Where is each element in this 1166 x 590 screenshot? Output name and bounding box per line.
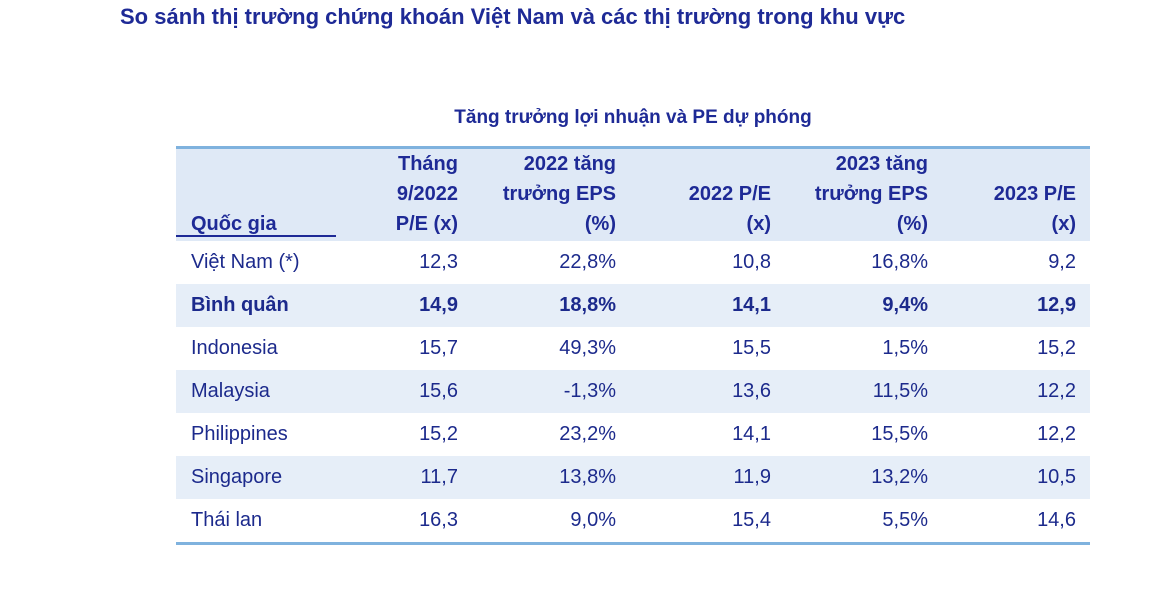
cell-pe-2022: 10,8 bbox=[732, 251, 771, 273]
header-line: (x) bbox=[746, 213, 771, 235]
cell-pe-2023: 12,2 bbox=[1037, 423, 1076, 445]
cell-pe-sep-2022: 11,7 bbox=[420, 466, 458, 488]
cell-country: Indonesia bbox=[191, 337, 278, 359]
header-line: 2022 P/E bbox=[688, 183, 771, 205]
header-line: 2022 tăng bbox=[523, 153, 616, 175]
header-line: 2023 P/E bbox=[993, 183, 1076, 205]
cell-pe-sep-2022: 15,7 bbox=[419, 337, 458, 359]
cell-eps-growth-2023: 1,5% bbox=[882, 337, 928, 359]
header-line: 9/2022 bbox=[396, 183, 458, 205]
header-line: (x) bbox=[1051, 213, 1076, 235]
cell-country: Việt Nam (*) bbox=[191, 251, 300, 273]
cell-pe-2023: 12,2 bbox=[1037, 380, 1076, 402]
cell-pe-sep-2022: 16,3 bbox=[336, 499, 472, 545]
comparison-table: Quốc gia Tháng 9/2022 P/E (x) 2022 tăng … bbox=[176, 146, 1090, 545]
cell-eps-growth-2022: 9,0% bbox=[472, 499, 630, 545]
cell-eps-growth-2023: 13,2% bbox=[871, 466, 928, 488]
cell-pe-2022: 15,5 bbox=[732, 337, 771, 359]
table-header-row: Quốc gia Tháng 9/2022 P/E (x) 2022 tăng … bbox=[176, 146, 1090, 241]
header-line: Tháng bbox=[398, 153, 458, 175]
comparison-table-container: Quốc gia Tháng 9/2022 P/E (x) 2022 tăng … bbox=[176, 146, 1090, 545]
table-row: Thái lan 16,3 9,0% 15,4 5,5% 14,6 bbox=[176, 499, 1090, 545]
table-row: Singapore 11,7 13,8% 11,9 13,2% 10,5 bbox=[176, 456, 1090, 499]
header-eps-growth-2023: 2023 tăng trưởng EPS (%) bbox=[785, 146, 942, 241]
header-line: P/E (x) bbox=[395, 213, 458, 235]
table-row: Malaysia 15,6 -1,3% 13,6 11,5% 12,2 bbox=[176, 370, 1090, 413]
cell-eps-growth-2023: 9,4% bbox=[882, 294, 928, 316]
header-pe-2023: 2023 P/E (x) bbox=[942, 146, 1090, 241]
cell-pe-sep-2022: 12,3 bbox=[419, 251, 458, 273]
cell-pe-2022: 13,6 bbox=[732, 380, 771, 402]
cell-pe-sep-2022: 14,9 bbox=[419, 294, 458, 316]
header-eps-growth-2022: 2022 tăng trưởng EPS (%) bbox=[472, 146, 630, 241]
cell-country: Bình quân bbox=[191, 294, 289, 316]
header-underline-divider bbox=[176, 235, 336, 237]
cell-eps-growth-2022: 22,8% bbox=[559, 251, 616, 273]
cell-pe-2022: 14,1 bbox=[732, 423, 771, 445]
cell-eps-growth-2022: 18,8% bbox=[559, 294, 616, 316]
table-row: Indonesia 15,7 49,3% 15,5 1,5% 15,2 bbox=[176, 327, 1090, 370]
page-title: So sánh thị trường chứng khoán Việt Nam … bbox=[120, 4, 906, 29]
cell-eps-growth-2022: 23,2% bbox=[559, 423, 616, 445]
header-line: trưởng EPS bbox=[502, 183, 616, 205]
cell-pe-sep-2022: 15,6 bbox=[419, 380, 458, 402]
cell-pe-2023: 15,2 bbox=[1037, 337, 1076, 359]
cell-eps-growth-2022: 49,3% bbox=[559, 337, 616, 359]
cell-eps-growth-2022: -1,3% bbox=[563, 380, 616, 402]
header-line: trưởng EPS bbox=[814, 183, 928, 205]
header-country: Quốc gia bbox=[176, 146, 336, 241]
cell-country: Thái lan bbox=[176, 499, 336, 545]
header-pe-2022: 2022 P/E (x) bbox=[630, 146, 785, 241]
header-line: (%) bbox=[584, 213, 616, 235]
cell-eps-growth-2023: 5,5% bbox=[785, 499, 942, 545]
cell-eps-growth-2022: 13,8% bbox=[559, 466, 616, 488]
cell-pe-2023: 9,2 bbox=[1048, 251, 1076, 273]
cell-eps-growth-2023: 16,8% bbox=[871, 251, 928, 273]
cell-pe-2023: 12,9 bbox=[1037, 294, 1076, 316]
cell-country: Singapore bbox=[191, 466, 283, 488]
cell-pe-2022: 15,4 bbox=[630, 499, 785, 545]
header-line: 2023 tăng bbox=[835, 153, 928, 175]
header-pe-sep-2022: Tháng 9/2022 P/E (x) bbox=[336, 146, 472, 241]
cell-pe-2022: 14,1 bbox=[732, 294, 771, 316]
cell-country: Malaysia bbox=[191, 380, 270, 402]
table-row: Việt Nam (*) 12,3 22,8% 10,8 16,8% 9,2 bbox=[176, 241, 1090, 284]
table-title: Tăng trưởng lợi nhuận và PE dự phóng bbox=[454, 107, 812, 128]
table-row: Philippines 15,2 23,2% 14,1 15,5% 12,2 bbox=[176, 413, 1090, 456]
header-line: Quốc gia bbox=[191, 213, 277, 235]
cell-pe-2023: 14,6 bbox=[942, 499, 1090, 545]
cell-pe-sep-2022: 15,2 bbox=[419, 423, 458, 445]
cell-eps-growth-2023: 15,5% bbox=[871, 423, 928, 445]
header-line: (%) bbox=[896, 213, 928, 235]
cell-country: Philippines bbox=[191, 423, 288, 445]
cell-pe-2022: 11,9 bbox=[733, 466, 771, 488]
cell-pe-2023: 10,5 bbox=[1037, 466, 1076, 488]
table-row-average: Bình quân 14,9 18,8% 14,1 9,4% 12,9 bbox=[176, 284, 1090, 327]
cell-eps-growth-2023: 11,5% bbox=[872, 380, 928, 402]
